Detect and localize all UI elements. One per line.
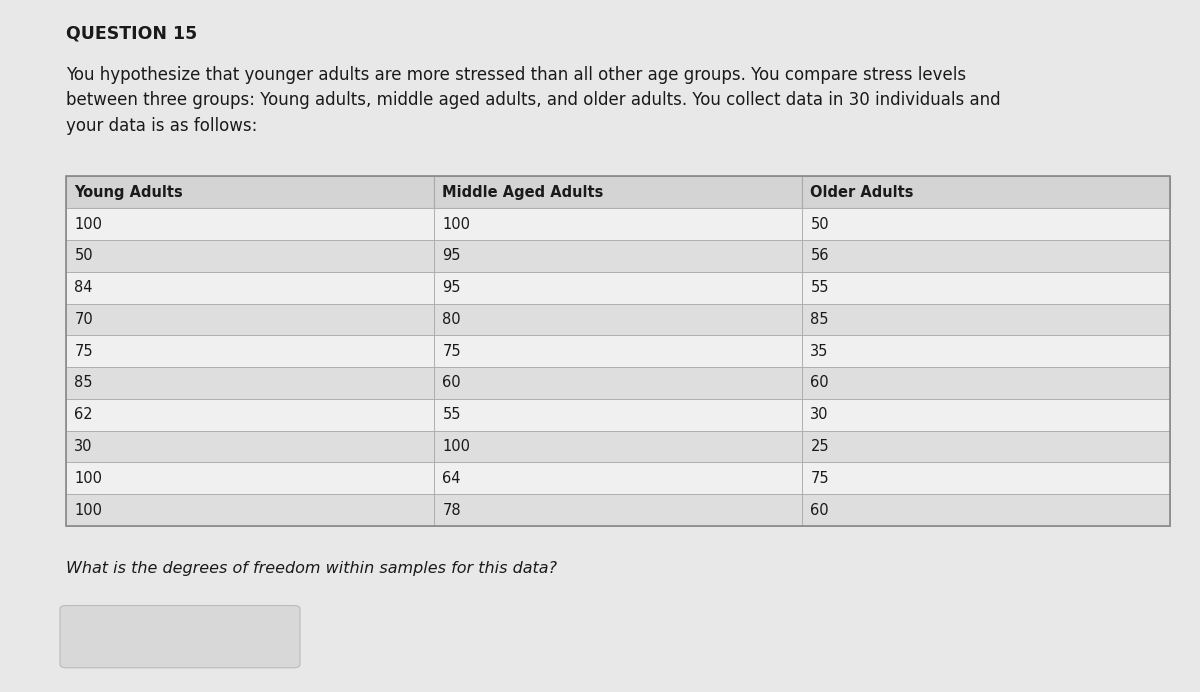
Text: 55: 55	[810, 280, 829, 295]
Bar	[66, 367, 434, 399]
Bar	[434, 336, 802, 367]
Text: 56: 56	[810, 248, 829, 264]
Text: 100: 100	[443, 217, 470, 232]
Bar	[802, 176, 1170, 208]
Text: 75: 75	[810, 471, 829, 486]
Bar	[434, 176, 802, 208]
Bar	[802, 336, 1170, 367]
Text: 85: 85	[810, 312, 829, 327]
Bar	[802, 367, 1170, 399]
Text: 30: 30	[810, 407, 829, 422]
Text: 84: 84	[74, 280, 92, 295]
Text: What is the degrees of freedom within samples for this data?: What is the degrees of freedom within sa…	[66, 561, 557, 576]
Text: 95: 95	[443, 280, 461, 295]
Bar	[66, 399, 434, 430]
Bar	[66, 176, 1170, 526]
Text: 64: 64	[443, 471, 461, 486]
Text: Older Adults: Older Adults	[810, 185, 914, 200]
Bar	[802, 430, 1170, 462]
Text: 62: 62	[74, 407, 94, 422]
Bar	[66, 336, 434, 367]
Bar	[434, 462, 802, 494]
Text: 60: 60	[810, 502, 829, 518]
Text: 60: 60	[443, 376, 461, 390]
Bar	[66, 304, 434, 336]
Text: 50: 50	[810, 217, 829, 232]
Text: 85: 85	[74, 376, 92, 390]
Bar	[434, 367, 802, 399]
Text: QUESTION 15: QUESTION 15	[66, 24, 197, 42]
Bar	[802, 272, 1170, 304]
Text: 100: 100	[443, 439, 470, 454]
Text: 30: 30	[74, 439, 92, 454]
Text: 75: 75	[74, 344, 94, 358]
Bar	[434, 399, 802, 430]
Text: 50: 50	[74, 248, 94, 264]
Text: 100: 100	[74, 217, 102, 232]
Bar	[434, 240, 802, 272]
Bar	[66, 208, 434, 240]
Text: 35: 35	[810, 344, 829, 358]
Bar	[802, 399, 1170, 430]
Text: 100: 100	[74, 471, 102, 486]
Bar	[66, 272, 434, 304]
Text: 78: 78	[443, 502, 461, 518]
Bar	[434, 208, 802, 240]
Text: 60: 60	[810, 376, 829, 390]
Bar	[434, 430, 802, 462]
Bar	[802, 494, 1170, 526]
Bar	[434, 494, 802, 526]
Text: Middle Aged Adults: Middle Aged Adults	[443, 185, 604, 200]
Bar	[66, 494, 434, 526]
Text: 80: 80	[443, 312, 461, 327]
FancyBboxPatch shape	[60, 606, 300, 668]
Bar	[66, 430, 434, 462]
Bar	[802, 304, 1170, 336]
Text: 55: 55	[443, 407, 461, 422]
Text: 100: 100	[74, 502, 102, 518]
Bar	[802, 462, 1170, 494]
Bar	[802, 208, 1170, 240]
Text: 70: 70	[74, 312, 94, 327]
Bar	[66, 176, 434, 208]
Bar	[434, 272, 802, 304]
Text: 95: 95	[443, 248, 461, 264]
Bar	[802, 240, 1170, 272]
Bar	[66, 462, 434, 494]
Text: You hypothesize that younger adults are more stressed than all other age groups.: You hypothesize that younger adults are …	[66, 66, 1001, 135]
Text: Young Adults: Young Adults	[74, 185, 184, 200]
Text: 75: 75	[443, 344, 461, 358]
Text: 25: 25	[810, 439, 829, 454]
Bar	[66, 240, 434, 272]
Bar	[434, 304, 802, 336]
